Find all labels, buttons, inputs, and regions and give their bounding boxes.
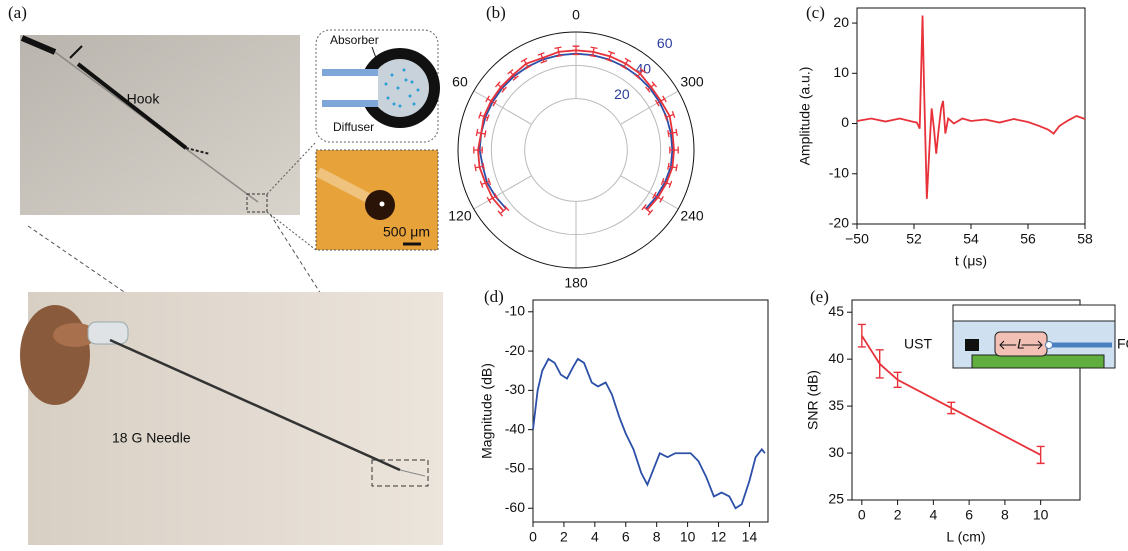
x-tick-label: 56 bbox=[1020, 231, 1036, 247]
scale-bar-label: 500 μm bbox=[383, 224, 430, 240]
y-tick-label: -30 bbox=[505, 381, 525, 397]
absorber-schematic: Absorber Diffuser bbox=[316, 30, 440, 142]
y-tick-label: 30 bbox=[828, 444, 844, 460]
panel-label: (a) bbox=[8, 3, 27, 22]
absorber-label: Absorber bbox=[330, 33, 379, 47]
r-tick-label: 40 bbox=[635, 61, 651, 77]
y-tick-label: 20 bbox=[833, 14, 849, 30]
theta-tick-label: 0 bbox=[572, 7, 580, 23]
y-tick-label: -40 bbox=[505, 420, 525, 436]
panel-label: (b) bbox=[486, 3, 506, 22]
y-tick-label: -10 bbox=[505, 302, 525, 318]
error-bar bbox=[894, 372, 902, 387]
data-line bbox=[533, 359, 765, 508]
theta-tick-label: 300 bbox=[680, 74, 704, 90]
y-axis-label: Amplitude (a.u.) bbox=[797, 67, 813, 166]
fiber-tip bbox=[1046, 342, 1053, 349]
micrograph: 500 μm bbox=[316, 150, 438, 250]
plot-frame bbox=[857, 8, 1085, 224]
y-tick-label: -20 bbox=[829, 215, 849, 231]
y-tick-label: 45 bbox=[828, 303, 844, 319]
theta-tick-label: 240 bbox=[680, 208, 704, 224]
error-bar bbox=[876, 350, 884, 378]
inset-label: FOG bbox=[1117, 336, 1128, 352]
photo-bottom: 18 G Needle bbox=[20, 292, 443, 545]
x-tick-label: 52 bbox=[906, 231, 922, 247]
x-tick-label: 6 bbox=[622, 529, 630, 545]
x-tick-label: 0 bbox=[858, 507, 866, 523]
panel-label: (c) bbox=[806, 3, 825, 22]
error-bar bbox=[947, 402, 955, 413]
y-tick-label: -50 bbox=[505, 460, 525, 476]
x-tick-label: 2 bbox=[560, 529, 568, 545]
hook-label: Hook bbox=[127, 91, 161, 107]
x-tick-label: 0 bbox=[529, 529, 537, 545]
x-tick-label: 2 bbox=[894, 507, 902, 523]
y-tick-label: -60 bbox=[505, 499, 525, 515]
y-axis-label: SNR (dB) bbox=[805, 370, 821, 430]
theta-tick-label: 60 bbox=[452, 74, 468, 90]
error-bar bbox=[1037, 446, 1045, 463]
r-grid bbox=[525, 99, 628, 202]
inset-label: L bbox=[1017, 336, 1025, 352]
x-tick-label: 8 bbox=[1001, 507, 1009, 523]
x-axis-label: L (cm) bbox=[946, 529, 985, 545]
r-tick-label: 20 bbox=[614, 86, 630, 102]
x-tick-label: 6 bbox=[965, 507, 973, 523]
y-tick-label: 10 bbox=[833, 64, 849, 80]
x-axis-label: t (μs) bbox=[955, 253, 987, 269]
r-tick-label: 60 bbox=[657, 35, 673, 51]
zoom-line bbox=[267, 212, 316, 250]
data-line bbox=[857, 16, 1085, 199]
y-tick-label: 0 bbox=[841, 114, 849, 130]
x-tick-label: 54 bbox=[963, 231, 979, 247]
panel-label: (d) bbox=[484, 287, 504, 306]
y-tick-label: 40 bbox=[828, 350, 844, 366]
figure: (a) (b) (c) (d) (e) Hook Absorber Diffus… bbox=[0, 0, 1128, 551]
y-tick-label: 35 bbox=[828, 397, 844, 413]
inset-top bbox=[953, 305, 1115, 321]
x-tick-label: 4 bbox=[591, 529, 599, 545]
y-tick-label: -20 bbox=[505, 342, 525, 358]
x-tick-label: 8 bbox=[653, 529, 661, 545]
x-tick-label: 58 bbox=[1077, 231, 1093, 247]
diffuser-label: Diffuser bbox=[333, 120, 374, 134]
x-tick-label: 10 bbox=[680, 529, 696, 545]
error-bar bbox=[858, 324, 866, 347]
theta-tick-label: 120 bbox=[448, 208, 472, 224]
y-tick-label: -10 bbox=[829, 164, 849, 180]
photo-top: Hook bbox=[20, 35, 300, 215]
inset-base bbox=[972, 355, 1104, 368]
inset-label: UST bbox=[904, 336, 932, 352]
y-tick-label: 25 bbox=[828, 491, 844, 507]
panel-label: (e) bbox=[810, 287, 829, 306]
x-tick-label: 10 bbox=[1033, 507, 1049, 523]
x-tick-label: −50 bbox=[845, 231, 869, 247]
x-tick-label: 12 bbox=[711, 529, 727, 545]
y-axis-label: Magnitude (dB) bbox=[479, 363, 495, 459]
needle-label: 18 G Needle bbox=[112, 430, 191, 446]
theta-tick-label: 180 bbox=[564, 275, 588, 291]
x-tick-label: 14 bbox=[742, 529, 758, 545]
plot-frame bbox=[533, 300, 768, 522]
x-tick-label: 4 bbox=[929, 507, 937, 523]
transducer bbox=[965, 339, 979, 351]
